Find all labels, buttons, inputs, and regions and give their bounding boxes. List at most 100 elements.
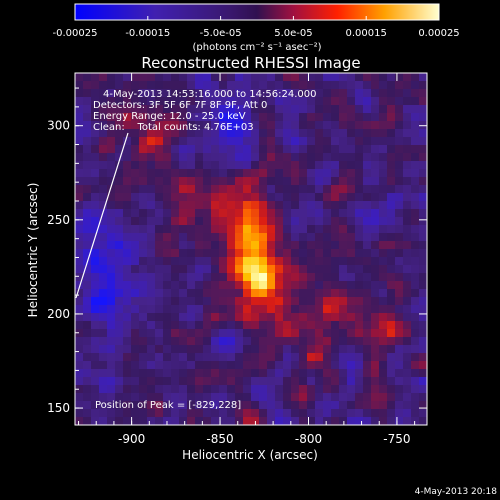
image-pixel <box>403 161 412 170</box>
image-pixel <box>323 145 332 154</box>
image-pixel <box>123 169 132 178</box>
image-pixel <box>267 257 276 266</box>
image-pixel <box>203 361 212 370</box>
image-pixel <box>355 193 364 202</box>
image-pixel <box>219 201 228 210</box>
image-pixel <box>187 169 196 178</box>
image-pixel <box>355 225 364 234</box>
image-pixel <box>283 145 292 154</box>
image-pixel <box>331 393 340 402</box>
x-tick-label: -750 <box>383 432 410 446</box>
image-pixel <box>371 345 380 354</box>
image-pixel <box>243 281 252 290</box>
image-pixel <box>219 417 228 425</box>
image-pixel <box>139 217 148 226</box>
image-pixel <box>363 241 372 250</box>
image-pixel <box>243 305 252 314</box>
image-pixel <box>387 417 396 425</box>
image-pixel <box>323 177 332 186</box>
image-pixel <box>291 121 300 130</box>
image-pixel <box>403 209 412 218</box>
x-axis-label: Heliocentric X (arcsec) <box>182 448 318 462</box>
image-pixel <box>363 345 372 354</box>
image-pixel <box>299 321 308 330</box>
image-pixel <box>267 281 276 290</box>
image-pixel <box>307 385 316 394</box>
image-pixel <box>131 169 140 178</box>
image-pixel <box>171 217 180 226</box>
image-pixel <box>91 137 100 146</box>
image-pixel <box>323 209 332 218</box>
image-pixel <box>195 313 204 322</box>
image-pixel <box>251 193 260 202</box>
image-pixel <box>83 161 92 170</box>
image-pixel <box>411 289 420 298</box>
image-pixel <box>123 305 132 314</box>
image-pixel <box>355 81 364 90</box>
image-pixel <box>371 217 380 226</box>
image-pixel <box>347 313 356 322</box>
image-pixel <box>243 297 252 306</box>
image-pixel <box>411 185 420 194</box>
image-pixel <box>331 241 340 250</box>
image-pixel <box>99 305 108 314</box>
image-pixel <box>243 321 252 330</box>
image-pixel <box>251 89 260 98</box>
image-pixel <box>323 273 332 282</box>
image-pixel <box>299 73 308 82</box>
image-pixel <box>395 121 404 130</box>
image-pixel <box>123 289 132 298</box>
image-pixel <box>387 377 396 386</box>
image-pixel <box>347 137 356 146</box>
image-pixel <box>139 97 148 106</box>
image-pixel <box>203 145 212 154</box>
image-pixel <box>99 401 108 410</box>
image-pixel <box>291 385 300 394</box>
image-pixel <box>331 121 340 130</box>
image-pixel <box>195 193 204 202</box>
image-pixel <box>339 217 348 226</box>
image-pixel <box>139 353 148 362</box>
image-pixel <box>419 217 427 226</box>
image-pixel <box>243 329 252 338</box>
image-pixel <box>331 369 340 378</box>
image-pixel <box>115 217 124 226</box>
image-pixel <box>235 305 244 314</box>
image-pixel <box>363 177 372 186</box>
image-pixel <box>315 281 324 290</box>
image-pixel <box>99 289 108 298</box>
image-pixel <box>203 233 212 242</box>
image-pixel <box>235 121 244 130</box>
info-line-time: 4-May-2013 14:53:16.000 to 14:56:24.000 <box>103 89 316 100</box>
image-pixel <box>99 81 108 90</box>
image-pixel <box>323 393 332 402</box>
image-pixel <box>355 361 364 370</box>
image-pixel <box>83 193 92 202</box>
image-pixel <box>315 409 324 418</box>
image-pixel <box>219 273 228 282</box>
image-pixel <box>419 297 427 306</box>
image-pixel <box>339 201 348 210</box>
image-pixel <box>171 273 180 282</box>
image-pixel <box>163 353 172 362</box>
image-pixel <box>355 321 364 330</box>
image-pixel <box>379 361 388 370</box>
image-pixel <box>219 297 228 306</box>
image-pixel <box>123 353 132 362</box>
image-pixel <box>323 329 332 338</box>
image-pixel <box>75 81 84 90</box>
image-pixel <box>227 241 236 250</box>
image-pixel <box>227 201 236 210</box>
image-pixel <box>379 273 388 282</box>
image-pixel <box>259 81 268 90</box>
image-pixel <box>379 217 388 226</box>
image-pixel <box>91 353 100 362</box>
image-pixel <box>395 345 404 354</box>
image-pixel <box>283 353 292 362</box>
image-pixel <box>91 329 100 338</box>
image-pixel <box>99 273 108 282</box>
image-pixel <box>203 97 212 106</box>
image-pixel <box>139 337 148 346</box>
image-pixel <box>355 313 364 322</box>
image-pixel <box>363 273 372 282</box>
